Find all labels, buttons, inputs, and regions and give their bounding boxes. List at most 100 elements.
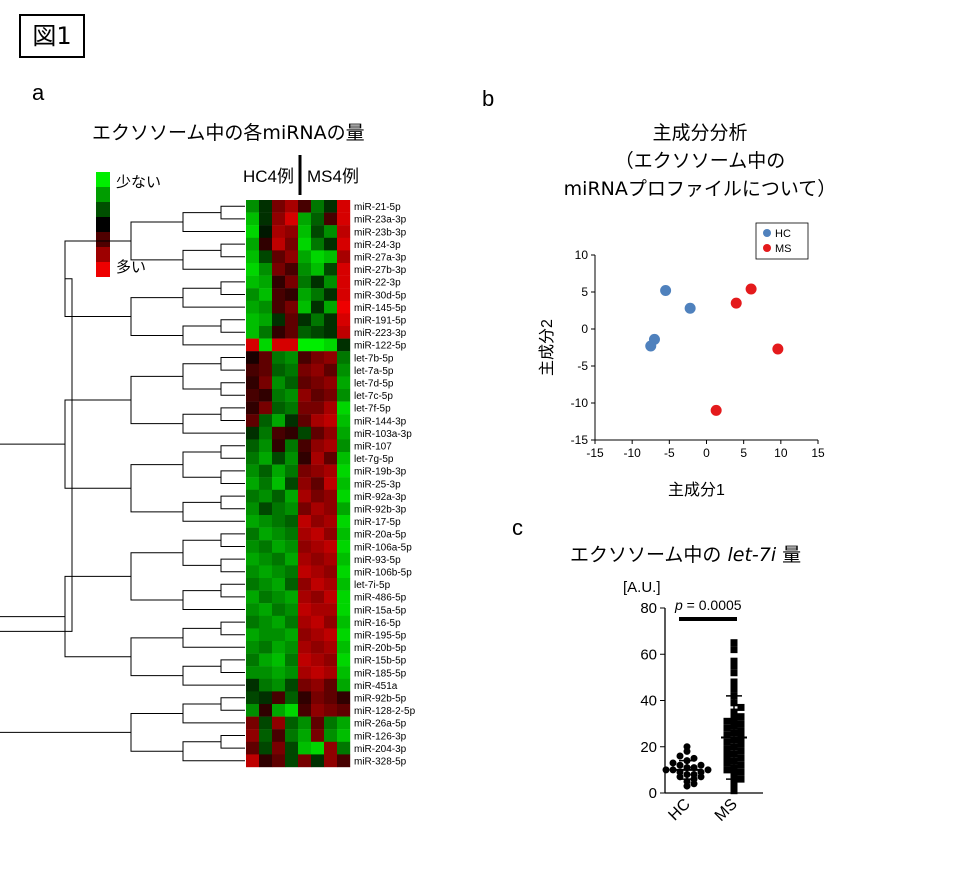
heatmap-cell [246, 263, 260, 276]
pca-x-tick-label: 10 [774, 446, 788, 460]
heatmap-row-label: miR-23a-3p [354, 215, 407, 226]
heatmap-cell [298, 363, 312, 377]
dot-x-tick-label: HC [665, 796, 693, 824]
heatmap-cell [311, 716, 325, 730]
heatmap-cell [285, 250, 299, 264]
heatmap-cell [298, 477, 312, 490]
heatmap-cell [246, 225, 260, 238]
dot-point-hc [669, 759, 677, 767]
dendrogram-branch [182, 325, 245, 346]
heatmap-cell [285, 363, 299, 377]
heatmap-cell [272, 716, 286, 730]
heatmap-cell [272, 628, 286, 642]
pca-point-ms [730, 297, 742, 309]
group-label-ms: MS4例 [307, 167, 359, 186]
heatmap-cell [337, 716, 351, 730]
dot-point-ms [730, 639, 738, 647]
heatmap-cell [285, 716, 299, 730]
heatmap-cell [337, 263, 351, 276]
heatmap-cell [324, 477, 338, 490]
heatmap-cell [311, 200, 325, 213]
dot-y-tick-label: 60 [640, 646, 657, 663]
heatmap-cell [285, 414, 299, 427]
pca-y-tick-label: -15 [571, 433, 589, 447]
heatmap-cell [259, 426, 273, 440]
heatmap-row-label: miR-25-3p [354, 479, 401, 490]
heatmap-cell [324, 578, 338, 591]
heatmap-cell [311, 275, 325, 289]
heatmap-cell [311, 515, 325, 528]
heatmap-cell [259, 200, 273, 213]
heatmap-cell [246, 615, 260, 629]
heatmap-cell [285, 263, 299, 276]
heatmap-cell [272, 489, 286, 503]
heatmap-cell [285, 376, 299, 390]
heatmap-cell [311, 741, 325, 755]
heatmap-cell [246, 401, 260, 415]
dendrogram-branch [220, 621, 245, 636]
heatmap-cell [272, 275, 286, 289]
heatmap-cell [298, 754, 312, 768]
dendrogram-branch [64, 399, 131, 489]
heatmap-cell [298, 489, 312, 503]
heatmap-cell [246, 212, 260, 226]
heatmap-cell [272, 376, 286, 390]
heatmap-cell [337, 603, 351, 616]
heatmap-cell [324, 691, 338, 705]
heatmap-cell [259, 527, 273, 541]
dendrogram-branch [220, 382, 245, 396]
heatmap-cell [324, 678, 338, 692]
heatmap-cell [246, 729, 260, 742]
heatmap-cell [246, 527, 260, 541]
dendrogram-root [0, 278, 73, 632]
heatmap-cell [337, 212, 351, 226]
heatmap-row-label: miR-15b-5p [354, 656, 407, 667]
heatmap-cell [285, 653, 299, 667]
heatmap-cell [259, 615, 273, 629]
heatmap-cell [337, 338, 351, 352]
heatmap-cell [285, 338, 299, 352]
dendrogram-branch [182, 703, 245, 724]
panel-a-title: エクソソーム中の各miRNAの量 [92, 122, 365, 144]
heatmap-row-label: miR-195-5p [354, 631, 407, 642]
dot-point-hc [704, 766, 712, 774]
heatmap-cell [272, 615, 286, 629]
heatmap-cell [285, 464, 299, 478]
heatmap-dendrogram [0, 205, 245, 762]
heatmap-cell [324, 439, 338, 453]
heatmap-cell [337, 552, 351, 566]
dendrogram-branch [220, 697, 245, 711]
heatmap-cell [298, 565, 312, 579]
figure-label: 図1 [19, 14, 85, 58]
heatmap-cell [337, 653, 351, 667]
heatmap-cell [298, 351, 312, 364]
heatmap-cell [246, 590, 260, 604]
heatmap-cell [272, 565, 286, 579]
heatmap-row-label: miR-191-5p [354, 316, 407, 327]
group-label-hc: HC4例 [243, 167, 294, 186]
dendrogram-branch [182, 539, 221, 566]
heatmap-cell [324, 225, 338, 238]
pca-legend-marker [763, 244, 771, 252]
heatmap-cell [259, 288, 273, 301]
heatmap-cell [324, 200, 338, 213]
heatmap-cell [259, 704, 273, 717]
heatmap-cell [311, 578, 325, 591]
heatmap-cell [324, 603, 338, 616]
dendrogram-branch [182, 741, 245, 762]
heatmap-row-label: miR-328-5p [354, 757, 407, 768]
dotplot-stats: p = 0.0005 [674, 597, 747, 780]
heatmap-cell [246, 414, 260, 427]
heatmap-cell [324, 363, 338, 377]
heatmap-cell [285, 389, 299, 402]
heatmap-row-label: miR-122-5p [354, 341, 407, 352]
heatmap-cell [272, 414, 286, 427]
heatmap-cell [337, 489, 351, 503]
dot-point-hc [662, 766, 670, 774]
dot-point-ms [723, 731, 731, 739]
pca-legend: HC MS [755, 222, 809, 260]
heatmap-cell [246, 288, 260, 301]
heatmap-cell [337, 464, 351, 478]
heatmap-cell [298, 200, 312, 213]
heatmap-cell [285, 300, 299, 314]
